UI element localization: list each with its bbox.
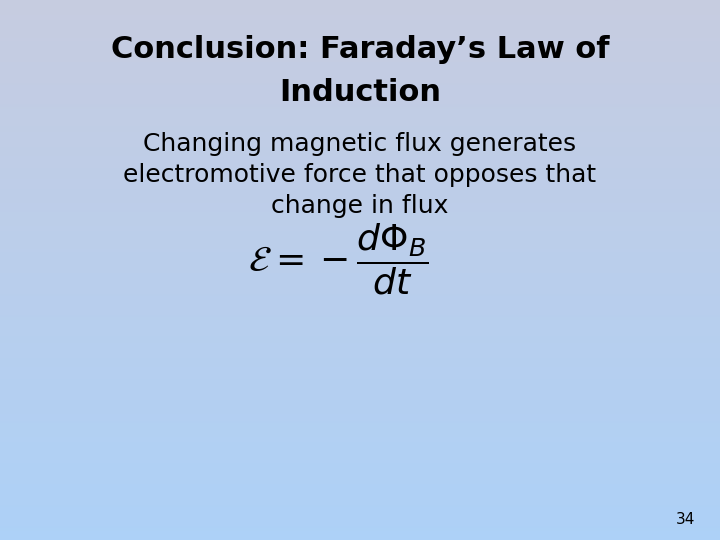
Text: Changing magnetic flux generates
electromotive force that opposes that
change in: Changing magnetic flux generates electro… [123,132,597,218]
Text: $\mathcal{E} = -\dfrac{d\Phi_B}{dt}$: $\mathcal{E} = -\dfrac{d\Phi_B}{dt}$ [248,221,429,297]
Text: 34: 34 [675,511,695,526]
Text: Induction: Induction [279,78,441,107]
Text: Conclusion: Faraday’s Law of: Conclusion: Faraday’s Law of [111,35,609,64]
